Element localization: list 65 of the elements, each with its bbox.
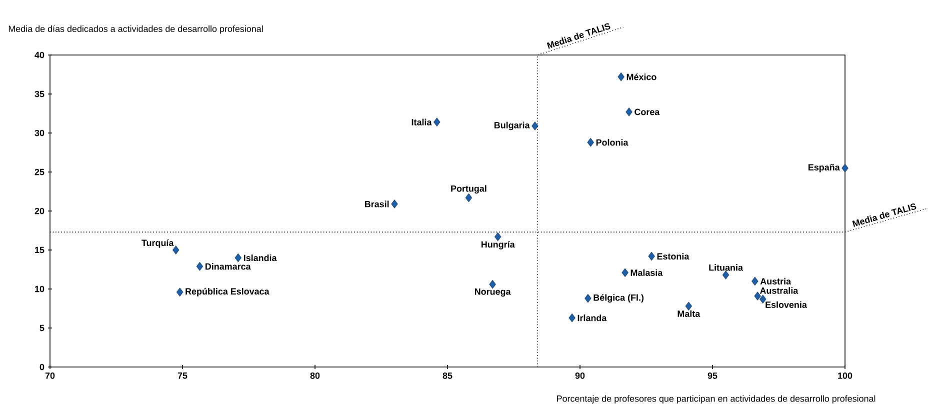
point [172, 246, 180, 254]
annotation: España [808, 164, 840, 172]
annotation: Malta [678, 310, 700, 317]
point [622, 268, 628, 278]
annotation: Australia [760, 287, 798, 294]
point [626, 108, 632, 116]
y-tick-label: 40 [34, 52, 44, 58]
point [722, 270, 730, 280]
point [391, 200, 398, 208]
x-tick-label: 95 [708, 372, 718, 379]
point [760, 294, 766, 304]
point [648, 252, 655, 261]
point [465, 193, 472, 202]
ref-line-label: Media de TALIS [852, 203, 916, 227]
annotation: Noruega [474, 288, 511, 297]
annotation: Polonia [596, 139, 628, 146]
annotation: Brasil [364, 200, 389, 208]
point [752, 276, 758, 286]
annotation: Hungría [482, 240, 515, 250]
ref-line-label: Media de TALIS [546, 23, 610, 49]
x-tick-label: 80 [310, 372, 320, 379]
annotation: Portugal [451, 185, 486, 194]
y-tick-label: 30 [34, 130, 44, 136]
point [176, 288, 184, 297]
annotation: Lituania [709, 264, 744, 271]
point [532, 122, 538, 130]
point [494, 232, 502, 242]
y-axis-title: Media de días dedicados a actividades de desarrollo profesional [8, 25, 263, 34]
x-axis-title: Porcentaje de profesores que participan en actividades de desarrollo profesional [557, 395, 876, 404]
annotation: Islandia [244, 254, 277, 262]
x-tick-label: 85 [442, 372, 452, 379]
annotation: Bélgica (Fl.) [594, 294, 644, 303]
x-tick-label: 70 [45, 372, 55, 379]
x-tick-label: 100 [838, 372, 852, 379]
annotation: Bulgaria [494, 122, 530, 130]
annotation: Irlanda [578, 314, 607, 322]
y-tick-label: 5 [40, 324, 44, 332]
annotation: Corea [634, 108, 660, 116]
point [587, 138, 594, 147]
annotation: Dinamarca [206, 263, 251, 270]
point [842, 164, 848, 172]
point [618, 72, 624, 82]
y-tick-label: 20 [34, 208, 44, 214]
annotation: Italia [412, 118, 432, 126]
x-tick-label: 90 [575, 372, 585, 379]
annotation: Austria [760, 278, 792, 284]
point [568, 313, 576, 322]
y-tick-label: 0 [40, 364, 44, 370]
point [234, 253, 242, 262]
x-tick-label: 75 [178, 372, 188, 379]
point [434, 118, 440, 126]
point [196, 262, 204, 271]
point [584, 294, 592, 303]
annotation: Malasia [630, 269, 663, 276]
annotation: México [626, 74, 656, 80]
annotation: República Eslovaca [186, 288, 270, 296]
annotation: Estonia [657, 252, 690, 260]
y-tick-label: 25 [34, 168, 44, 176]
point [754, 292, 761, 300]
y-tick-label: 10 [35, 286, 44, 292]
y-tick-label: 15 [35, 246, 44, 254]
y-tick-label: 35 [34, 90, 44, 98]
point [489, 280, 496, 289]
annotation: Eslovenia [766, 301, 807, 308]
annotation: Turquía [142, 239, 174, 248]
